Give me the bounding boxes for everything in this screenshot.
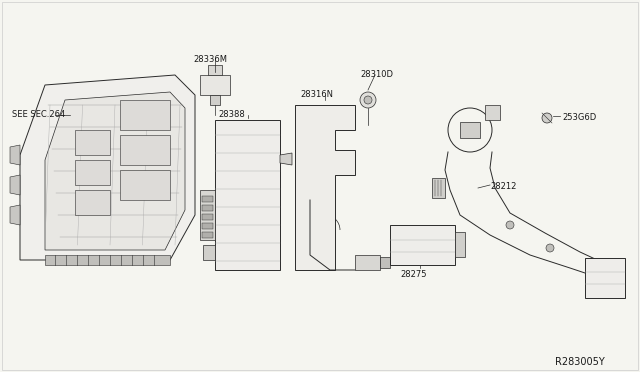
Text: 28310D: 28310D (360, 70, 393, 79)
Text: 28275: 28275 (400, 270, 426, 279)
Polygon shape (120, 135, 170, 165)
Polygon shape (202, 223, 213, 229)
Polygon shape (202, 205, 213, 211)
Polygon shape (215, 120, 280, 270)
Text: 253G6D: 253G6D (562, 113, 596, 122)
Text: R283005Y: R283005Y (555, 357, 605, 367)
Polygon shape (10, 175, 20, 195)
Polygon shape (455, 232, 465, 257)
Polygon shape (75, 130, 110, 155)
Polygon shape (203, 245, 215, 260)
Polygon shape (295, 105, 355, 270)
Polygon shape (280, 153, 292, 165)
Polygon shape (380, 257, 390, 268)
Circle shape (319, 112, 331, 124)
Polygon shape (485, 105, 500, 120)
Polygon shape (200, 75, 230, 95)
Polygon shape (45, 92, 185, 250)
Polygon shape (202, 196, 213, 202)
Text: 28212: 28212 (490, 182, 516, 191)
Polygon shape (200, 190, 215, 240)
Polygon shape (10, 205, 20, 225)
Polygon shape (10, 145, 20, 165)
Circle shape (364, 96, 372, 104)
Polygon shape (202, 232, 213, 238)
Polygon shape (355, 255, 380, 270)
Polygon shape (202, 214, 213, 220)
Polygon shape (585, 258, 625, 298)
Text: 28336M: 28336M (193, 55, 227, 64)
Text: 28388: 28388 (218, 110, 244, 119)
Polygon shape (75, 190, 110, 215)
Polygon shape (120, 170, 170, 200)
Text: SEE SEC.264: SEE SEC.264 (12, 110, 65, 119)
Circle shape (546, 244, 554, 252)
Polygon shape (208, 65, 222, 75)
Polygon shape (120, 100, 170, 130)
Polygon shape (210, 95, 220, 105)
Polygon shape (20, 75, 195, 260)
Circle shape (360, 92, 376, 108)
Polygon shape (45, 255, 170, 265)
Polygon shape (432, 178, 445, 198)
Circle shape (506, 221, 514, 229)
Polygon shape (75, 160, 110, 185)
Polygon shape (390, 225, 455, 265)
Circle shape (542, 113, 552, 123)
Polygon shape (460, 122, 480, 138)
Text: 28316N: 28316N (300, 90, 333, 99)
